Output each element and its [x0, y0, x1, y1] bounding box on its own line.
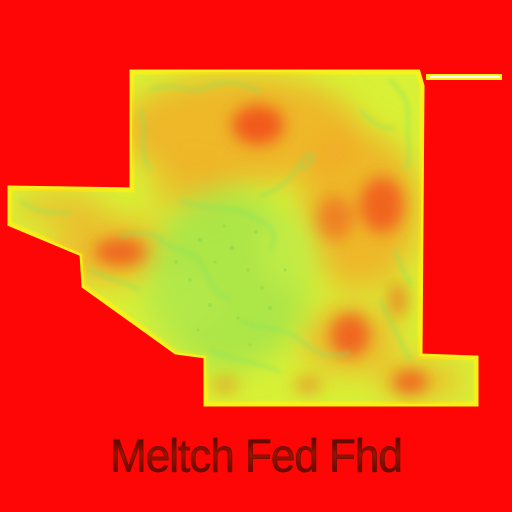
caption-text: Meltch Fed Fhd	[110, 430, 403, 483]
land-region	[7, 69, 479, 407]
legend-bar	[426, 74, 502, 80]
map-caption: Meltch Fed Fhd	[0, 430, 512, 483]
